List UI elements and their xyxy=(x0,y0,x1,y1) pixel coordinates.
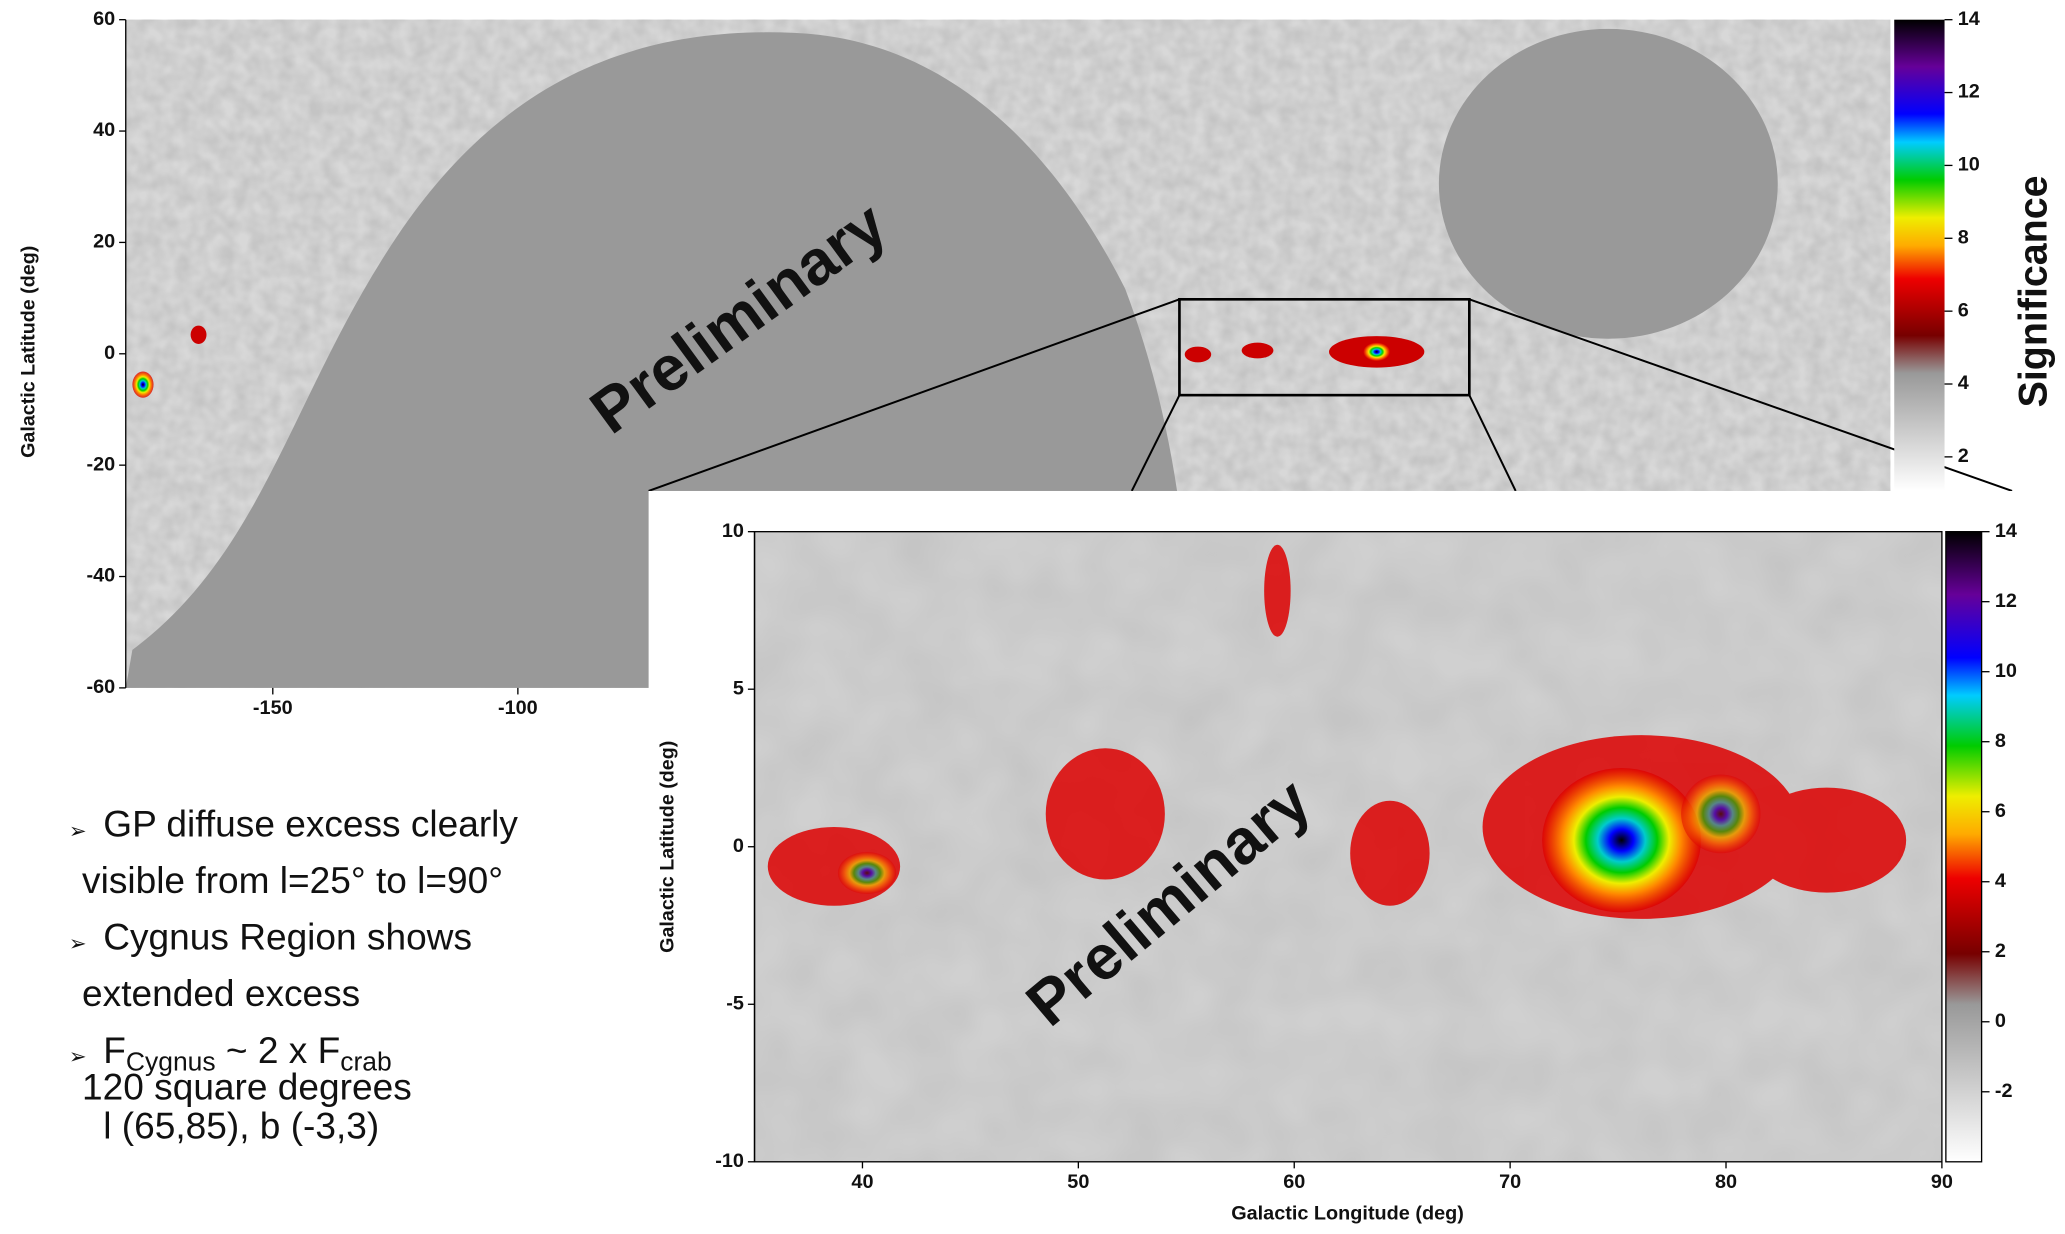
y-tick-label: 10 xyxy=(722,520,744,542)
page: {"top_map":{"ylabel":"Galactic Latitude … xyxy=(0,0,2065,1234)
colorbar-tick-label: 4 xyxy=(1958,372,1969,394)
y-axis-label: Galactic Latitude (deg) xyxy=(17,246,39,458)
colorbar-tick-label: 0 xyxy=(1995,1010,2006,1032)
bullet-marker: ➢ xyxy=(69,1046,87,1069)
unobserved-region xyxy=(1439,29,1778,339)
colorbar-tick-label: 4 xyxy=(1995,870,2006,892)
colorbar-tick-label: 2 xyxy=(1958,445,1969,467)
y-tick-label: 5 xyxy=(733,677,744,699)
bullet-part: ~ 2 x F xyxy=(216,1030,341,1071)
bullets: ➢ GP diffuse excess clearly visible from l… xyxy=(69,804,519,1147)
x-tick-label: 60 xyxy=(1283,1171,1305,1193)
colorbar-label: Significance xyxy=(2011,175,2055,407)
x-tick-label: 50 xyxy=(1067,1171,1089,1193)
y-tick-label: 0 xyxy=(733,835,744,857)
x-tick-label: 40 xyxy=(851,1171,873,1193)
y-tick-label: -5 xyxy=(726,993,744,1015)
bullet-marker: ➢ xyxy=(69,933,87,956)
bullet-text: 120 square degrees xyxy=(82,1066,412,1107)
colorbar-tick-label: -2 xyxy=(1995,1080,2013,1102)
bullet-part: F xyxy=(103,1030,126,1071)
colorbar-tick-label: 14 xyxy=(1995,520,2017,542)
colorbar-tick-label: 2 xyxy=(1995,940,2006,962)
bullet-text: Cygnus Region shows xyxy=(103,917,472,958)
y-tick-label: -40 xyxy=(86,565,115,587)
slide: Preliminary Galactic Latitude (deg) Sign… xyxy=(0,0,2065,1234)
hotspot xyxy=(1681,775,1760,854)
y-tick-label: -60 xyxy=(86,676,115,698)
y-axis-label: Galactic Latitude (deg) xyxy=(657,741,679,953)
bullet-text: GP diffuse excess clearly xyxy=(103,804,518,845)
inset: Preliminary Galactic Longitude (deg) Gal… xyxy=(649,491,2065,1234)
bullet-marker: ➢ xyxy=(69,820,87,843)
y-tick-label: 0 xyxy=(104,342,115,364)
colorbar-tick-label: 6 xyxy=(1958,299,1969,321)
y-tick-label: -10 xyxy=(715,1150,744,1172)
colorbar-tick-label: 12 xyxy=(1958,81,1980,103)
colorbar xyxy=(1894,20,1944,491)
x-tick-label: 70 xyxy=(1499,1171,1521,1193)
x-tick-label: 80 xyxy=(1715,1171,1737,1193)
colorbar-tick-label: 12 xyxy=(1995,590,2017,612)
bullet-text: extended excess xyxy=(82,973,360,1014)
colorbar-tick-label: 14 xyxy=(1958,8,1980,30)
colorbar-tick-label: 8 xyxy=(1995,730,2006,752)
colorbar-tick-label: 8 xyxy=(1958,227,1969,249)
x-tick-label: 90 xyxy=(1931,1171,1953,1193)
colorbar-tick-label: 10 xyxy=(1995,660,2017,682)
colorbar-tick-label: 10 xyxy=(1958,154,1980,176)
hotspot xyxy=(838,852,896,894)
y-tick-label: 20 xyxy=(93,231,115,253)
x-tick-label: -150 xyxy=(253,697,293,719)
cygnus-peak xyxy=(1542,768,1701,912)
bullet-text: l (65,85), b (-3,3) xyxy=(103,1106,379,1147)
colorbar xyxy=(1946,532,1982,1162)
colorbar-tick-label: 6 xyxy=(1995,800,2006,822)
x-axis-label: Galactic Longitude (deg) xyxy=(1231,1203,1464,1225)
y-tick-label: 60 xyxy=(93,8,115,30)
y-tick-label: -20 xyxy=(86,453,115,475)
bullet-text: visible from l=25° to l=90° xyxy=(82,860,503,901)
x-tick-label: -100 xyxy=(498,697,538,719)
y-tick-label: 40 xyxy=(93,119,115,141)
